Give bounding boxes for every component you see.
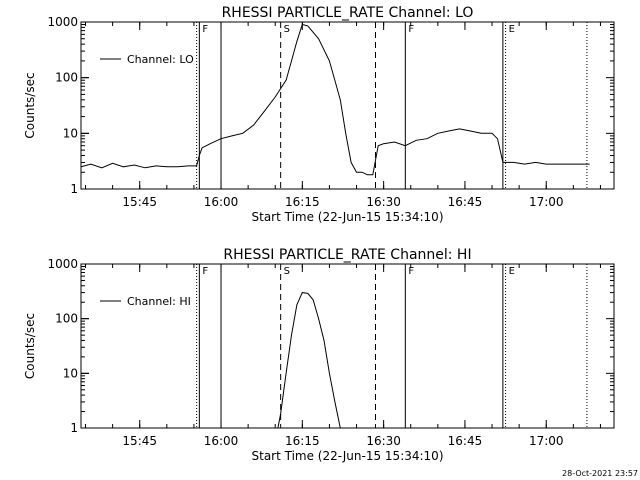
x-tick-label: 16:30	[366, 195, 401, 209]
chart-panel-1: RHESSI PARTICLE_RATE Channel: LO Counts/s…	[23, 5, 615, 224]
series-line	[81, 23, 590, 176]
x-axis-label: Start Time (22-Jun-15 15:34:10)	[252, 210, 444, 224]
series-line	[277, 292, 341, 428]
plot-timestamp: 28-Oct-2021 23:57	[562, 469, 638, 478]
legend-label: Channel: LO	[127, 53, 194, 66]
y-tick-label: 1	[70, 182, 78, 196]
y-tick-label: 1000	[47, 257, 78, 271]
chart-panel-2: RHESSI PARTICLE_RATE Channel: HI Counts/s…	[23, 247, 615, 463]
y-tick-label: 1000	[47, 15, 78, 29]
time-marker-label: F	[202, 24, 208, 35]
x-tick-label: 16:30	[366, 434, 401, 448]
y-tick-label: 10	[63, 126, 78, 140]
y-tick-label: 10	[63, 366, 78, 380]
x-tick-label: 16:00	[204, 195, 239, 209]
time-marker-label: S	[284, 24, 290, 35]
time-marker-label: F	[408, 24, 414, 35]
x-tick-label: 16:15	[285, 434, 320, 448]
x-tick-label: 17:00	[529, 434, 564, 448]
plot-frame	[80, 263, 615, 429]
x-tick-label: 16:45	[448, 434, 483, 448]
x-tick-label: 16:45	[448, 195, 483, 209]
time-marker-label: E	[509, 266, 515, 277]
time-marker-label: F	[202, 266, 208, 277]
time-marker-label: S	[284, 266, 290, 277]
chart-title: RHESSI PARTICLE_RATE Channel: HI	[223, 247, 471, 263]
x-axis-label: Start Time (22-Jun-15 15:34:10)	[252, 449, 444, 463]
legend-label: Channel: HI	[127, 295, 191, 308]
x-tick-label: 15:45	[122, 434, 157, 448]
x-tick-label: 17:00	[529, 195, 564, 209]
y-tick-label: 1	[70, 421, 78, 435]
time-marker-label: F	[408, 266, 414, 277]
y-axis-label: Counts/sec	[23, 313, 37, 379]
y-tick-label: 100	[55, 71, 78, 85]
x-tick-label: 15:45	[122, 195, 157, 209]
x-tick-label: 16:00	[204, 434, 239, 448]
chart-title: RHESSI PARTICLE_RATE Channel: LO	[222, 5, 474, 21]
x-tick-label: 16:15	[285, 195, 320, 209]
y-tick-label: 100	[55, 312, 78, 326]
time-marker-label: E	[509, 24, 515, 35]
plot-frame	[80, 21, 615, 190]
y-axis-label: Counts/sec	[23, 72, 37, 138]
